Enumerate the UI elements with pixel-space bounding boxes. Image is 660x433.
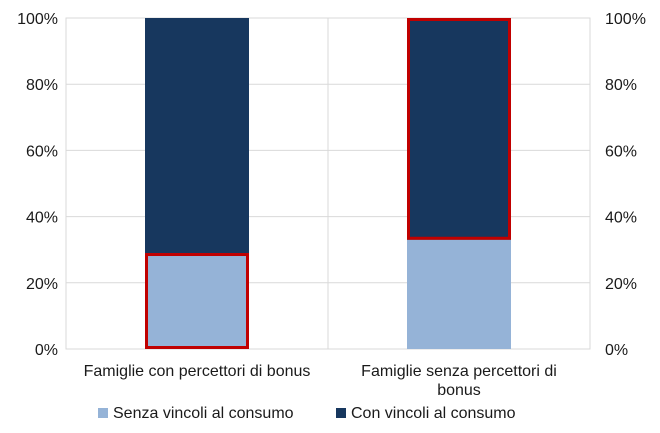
legend-label: Con vincoli al consumo bbox=[351, 405, 516, 422]
bar-segment bbox=[145, 18, 249, 254]
highlight-outlines bbox=[145, 18, 511, 349]
left-y-axis: 0% 20% 40% 60% 80% 100% bbox=[17, 11, 58, 359]
bar-segment bbox=[407, 239, 511, 349]
y-tick-label: 20% bbox=[26, 276, 58, 293]
y-tick-label: 0% bbox=[35, 342, 58, 359]
y-tick-label-right: 20% bbox=[605, 276, 637, 293]
x-axis-categories: Famiglie con percettori di bonus Famiglie… bbox=[84, 363, 557, 399]
category-label: Famiglie senza percettori di bbox=[361, 363, 557, 380]
y-tick-label: 60% bbox=[26, 143, 58, 160]
bar-segment bbox=[407, 18, 511, 240]
y-tick-label: 40% bbox=[26, 210, 58, 227]
y-tick-label-right: 100% bbox=[605, 11, 646, 28]
category-label: Famiglie con percettori di bonus bbox=[84, 363, 311, 380]
highlight-outline bbox=[407, 18, 511, 240]
y-tick-label-right: 40% bbox=[605, 210, 637, 227]
legend-swatch bbox=[98, 408, 108, 418]
y-tick-label: 80% bbox=[26, 77, 58, 94]
right-y-axis: 0% 20% 40% 60% 80% 100% bbox=[605, 11, 646, 359]
bars bbox=[145, 18, 511, 349]
legend-label: Senza vincoli al consumo bbox=[113, 405, 294, 422]
legend: Senza vincoli al consumo Con vincoli al c… bbox=[98, 405, 516, 422]
y-tick-label: 100% bbox=[17, 11, 58, 28]
y-tick-label-right: 60% bbox=[605, 143, 637, 160]
bar-segment bbox=[145, 253, 249, 349]
legend-swatch bbox=[336, 408, 346, 418]
category-label: bonus bbox=[437, 382, 481, 399]
y-tick-label-right: 80% bbox=[605, 77, 637, 94]
highlight-outline bbox=[145, 253, 249, 349]
y-tick-label-right: 0% bbox=[605, 342, 628, 359]
